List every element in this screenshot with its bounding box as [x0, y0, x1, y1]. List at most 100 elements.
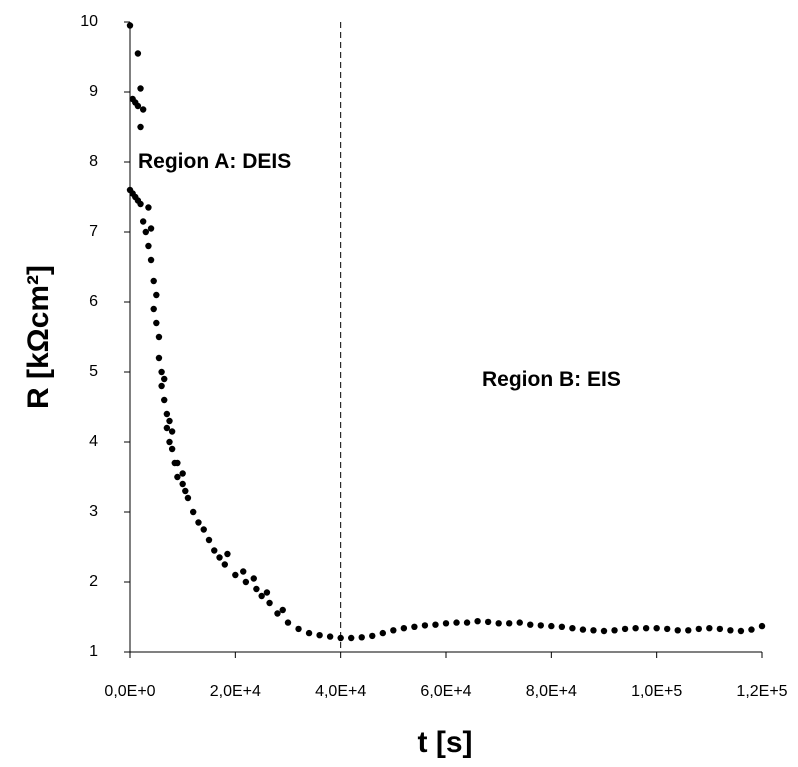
point [150, 277, 157, 285]
point [179, 480, 186, 488]
point [379, 629, 386, 637]
point [421, 622, 429, 629]
point [126, 22, 134, 29]
point [758, 622, 766, 630]
x-tick-label: 1,0E+5 [631, 683, 682, 700]
point [685, 627, 692, 634]
point [158, 382, 165, 390]
point [400, 625, 408, 632]
point [579, 626, 587, 633]
point [145, 204, 152, 211]
point [537, 622, 544, 629]
point [266, 599, 273, 607]
point [232, 571, 239, 579]
point [474, 618, 481, 625]
x-tick-label: 1,2E+5 [736, 683, 787, 700]
point [205, 536, 213, 544]
point [527, 621, 534, 628]
point [190, 508, 197, 516]
point [155, 354, 163, 362]
point [706, 625, 713, 632]
point [166, 438, 173, 446]
point [211, 547, 218, 554]
point [348, 634, 355, 642]
y-tick-label: 4 [89, 433, 98, 450]
point [224, 550, 231, 558]
point [279, 606, 286, 614]
point [305, 629, 313, 637]
point [295, 625, 302, 633]
point [195, 519, 202, 526]
point [153, 291, 160, 299]
point [495, 620, 502, 627]
x-axis-label: t [s] [418, 726, 473, 759]
annotation: Region A: DEIS [138, 150, 291, 173]
point [442, 620, 450, 627]
point [147, 256, 155, 264]
point [737, 627, 745, 635]
point [484, 618, 492, 626]
point [153, 319, 160, 327]
point [263, 589, 271, 596]
point [253, 585, 260, 593]
point [216, 554, 223, 561]
point [716, 625, 724, 633]
point [506, 620, 513, 627]
point [174, 473, 181, 481]
point [621, 625, 629, 633]
point [184, 494, 192, 502]
point [134, 102, 142, 110]
x-tick-label: 2,0E+4 [210, 683, 261, 700]
y-tick-label: 10 [80, 13, 98, 30]
point [695, 625, 702, 633]
point [326, 633, 334, 640]
y-axis-label: R [kΩcm²] [22, 265, 55, 409]
point [145, 242, 152, 250]
annotation: Region B: EIS [482, 368, 621, 391]
point [161, 375, 168, 383]
point [569, 625, 576, 632]
point [166, 417, 173, 425]
y-tick-label: 9 [89, 83, 98, 100]
y-tick-label: 7 [89, 223, 98, 240]
point [137, 123, 144, 131]
y-tick-label: 2 [89, 573, 98, 590]
point [134, 50, 142, 57]
point [642, 625, 650, 632]
y-tick-label: 8 [89, 153, 98, 170]
point [250, 575, 257, 582]
point [155, 333, 163, 341]
point [240, 568, 247, 575]
point [163, 424, 171, 432]
point [147, 225, 155, 232]
point [727, 627, 734, 634]
point [242, 578, 250, 586]
point [284, 619, 292, 626]
point [453, 619, 460, 626]
y-tick-label: 3 [89, 503, 98, 520]
point [168, 445, 176, 453]
x-tick-label: 8,0E+4 [526, 683, 577, 700]
point [258, 592, 265, 600]
point [463, 619, 471, 626]
x-tick-label: 0,0E+0 [104, 683, 155, 700]
point [182, 487, 189, 495]
point [316, 632, 323, 639]
point [137, 85, 144, 92]
point [161, 396, 168, 404]
point [142, 228, 149, 236]
point [200, 526, 207, 533]
point [748, 626, 755, 633]
y-tick-label: 1 [89, 643, 98, 660]
x-tick-label: 4,0E+4 [315, 683, 366, 700]
point [664, 625, 671, 633]
point [174, 459, 181, 467]
point [558, 623, 566, 630]
point [548, 622, 555, 630]
point [139, 218, 147, 225]
point [139, 106, 147, 113]
point [137, 200, 144, 208]
point [369, 632, 376, 640]
point [158, 368, 165, 376]
